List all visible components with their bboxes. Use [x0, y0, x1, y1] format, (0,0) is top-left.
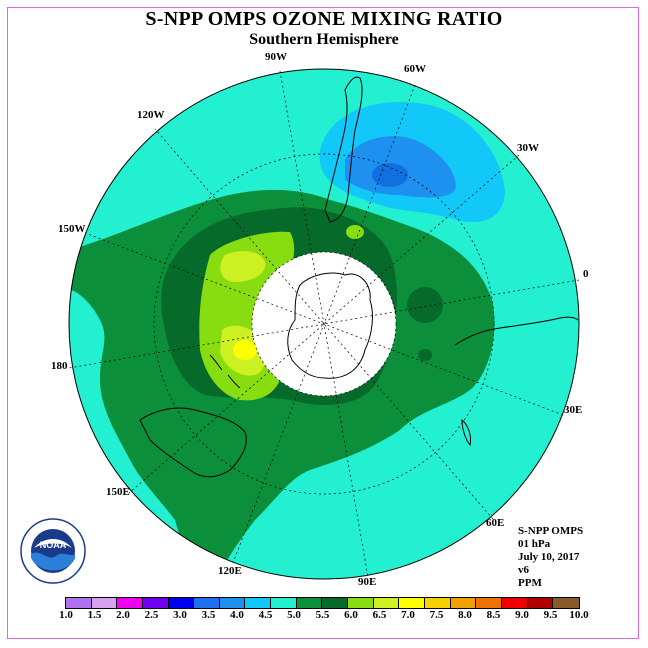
noaa-logo-graphic: NOAA: [20, 518, 86, 584]
map-title: S-NPP OMPS OZONE MIXING RATIO: [145, 8, 503, 30]
lon-label-60e: 60E: [486, 517, 505, 529]
info-instrument: S-NPP OMPS: [518, 525, 584, 537]
info-block: S-NPP OMPS 01 hPa July 10, 2017 v6 PPM: [518, 525, 583, 590]
legend-swatch: [527, 598, 554, 608]
legend-swatch: [168, 598, 195, 608]
legend-tick-label: 8.0: [458, 609, 472, 621]
lon-label-120e: 120E: [218, 565, 242, 577]
legend-swatch: [271, 598, 297, 608]
legend-tick-label: 9.5: [543, 609, 558, 621]
info-units: PPM: [518, 577, 542, 589]
legend-swatch: [399, 598, 425, 608]
info-level: 01 hPa: [518, 538, 551, 550]
lon-label-30w: 30W: [517, 142, 539, 154]
legend-tick-label: 7.0: [401, 609, 415, 621]
legend-tick-label: 9.0: [515, 609, 529, 621]
africa-coastline: [454, 316, 579, 346]
info-version: v6: [518, 564, 529, 576]
legend-tick-label: 3.0: [173, 609, 187, 621]
legend-tick-label: 1.0: [59, 609, 73, 621]
south-america-coastline: [324, 76, 363, 223]
lon-label-30e: 30E: [564, 404, 583, 416]
ozone-band-5-5-east: [407, 287, 443, 323]
meridian-0-180: [68, 279, 580, 369]
legend-swatch: [117, 598, 143, 608]
ozone-band-6-0-small: [346, 225, 364, 239]
lon-label-180: 180: [51, 360, 68, 372]
legend-tick-label: 2.5: [144, 609, 159, 621]
graticule: [68, 70, 580, 578]
legend-swatch: [450, 598, 477, 608]
legend-swatch: [501, 598, 528, 608]
legend-swatch: [322, 598, 349, 608]
legend-swatch: [476, 598, 502, 608]
legend-tick-label: 5.0: [287, 609, 301, 621]
ozone-band-2-5: [372, 163, 408, 187]
legend-tick-label: 7.5: [429, 609, 444, 621]
meridian-30e-150w: [84, 232, 564, 416]
lon-label-60w: 60W: [404, 63, 426, 75]
madagascar-coastline: [461, 418, 471, 447]
lon-label-150w: 150W: [58, 223, 86, 235]
legend-tick-label: 6.5: [372, 609, 387, 621]
new-zealand-coastline: [209, 354, 241, 389]
ozone-band-6-5: [220, 250, 266, 282]
legend-tick-label: 2.0: [116, 609, 130, 621]
map-subtitle: Southern Hemisphere: [249, 31, 399, 48]
legend-swatch: [348, 598, 374, 608]
legend-swatch: [194, 598, 220, 608]
legend-tick-label: 4.0: [230, 609, 244, 621]
legend-swatch: [373, 598, 400, 608]
legend-swatch: [142, 598, 169, 608]
australia-coastline: [139, 407, 247, 478]
meridian-60e-120w: [154, 128, 494, 520]
legend-tick-label: 6.0: [344, 609, 358, 621]
legend-tick-label: 5.5: [315, 609, 330, 621]
info-date: July 10, 2017: [518, 551, 580, 563]
coastlines: [139, 76, 579, 478]
color-legend-bar: [65, 597, 580, 609]
lon-label-150e: 150E: [106, 486, 130, 498]
antarctica-coastline: [287, 272, 373, 379]
figure-frame: [7, 7, 639, 639]
lon-label-120w: 120W: [137, 109, 165, 121]
legend-tick-label: 1.5: [87, 609, 102, 621]
lon-label-90w: 90W: [265, 51, 287, 63]
legend-tick-label: 10.0: [569, 609, 589, 621]
legend-swatch: [553, 598, 579, 608]
legend-swatch: [245, 598, 272, 608]
legend-swatch: [424, 598, 451, 608]
latitude-circle-outer: [153, 153, 495, 495]
latitude-circle-inner: [251, 251, 397, 397]
lon-label-0: 0: [583, 268, 589, 280]
lon-label-90e: 90E: [358, 576, 377, 588]
legend-tick-label: 3.5: [201, 609, 216, 621]
color-legend-ticks: 1.0 1.5 2.0 2.5 3.0 3.5 4.0 4.5 5.0 5.5 6.0 6.5 7.0 7…: [0, 609, 648, 623]
legend-swatch: [219, 598, 246, 608]
noaa-logo: NOAA: [20, 518, 86, 584]
legend-tick-label: 8.5: [486, 609, 501, 621]
noaa-logo-text: NOAA: [40, 540, 67, 550]
legend-swatch: [296, 598, 323, 608]
legend-swatch: [91, 598, 118, 608]
legend-tick-label: 4.5: [258, 609, 273, 621]
ozone-band-5-5-east-small: [418, 349, 432, 361]
ozone-band-7-0: [233, 340, 257, 360]
legend-swatch: [66, 598, 92, 608]
meridian-30w-150e: [128, 154, 520, 494]
map-boundary: [68, 68, 580, 580]
